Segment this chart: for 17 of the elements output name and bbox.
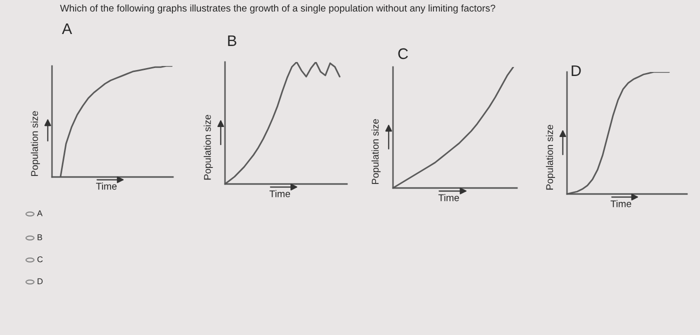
- chart-title: C: [398, 48, 408, 60]
- chart-title: A: [62, 23, 72, 34]
- text: C: [37, 256, 43, 262]
- x-axis-title: Time: [438, 194, 459, 202]
- x-axis-title: Time: [96, 182, 117, 190]
- chart-title: B: [228, 35, 236, 46]
- y-axis-title: Population size: [546, 124, 555, 190]
- y-axis-title: Population size: [372, 119, 381, 184]
- text: B: [38, 234, 42, 240]
- text: D: [38, 278, 43, 284]
- chart-title: D: [572, 65, 581, 76]
- text: A: [37, 210, 43, 216]
- y-axis-title: Population size: [30, 111, 40, 176]
- x-axis-title: Time: [610, 200, 632, 208]
- x-axis-title: Time: [270, 190, 290, 198]
- text: Which of the following graphs illustrates the growth of a single population without any limiting factors?: [60, 4, 496, 14]
- y-axis-title: Population size: [204, 114, 213, 180]
